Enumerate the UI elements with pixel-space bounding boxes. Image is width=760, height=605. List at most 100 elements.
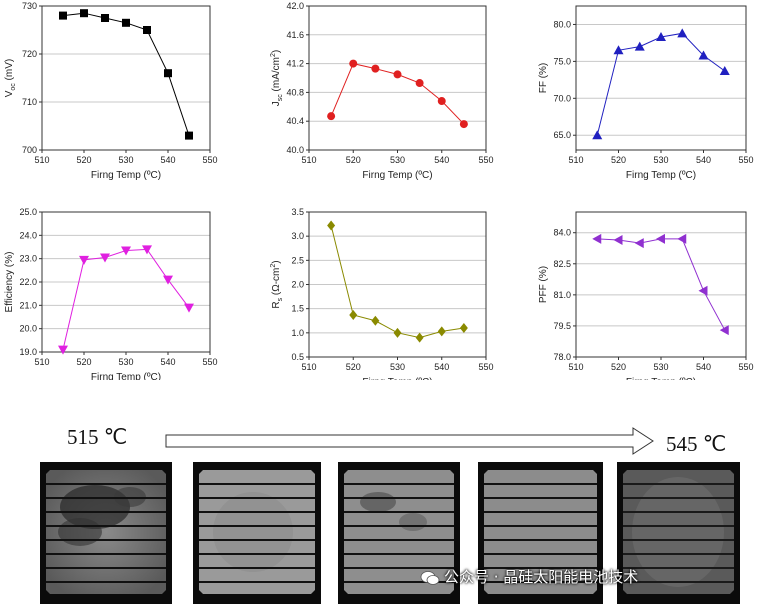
x-axis-label: Firng Temp (ºC) [362,170,432,181]
y-tick-label: 82.5 [553,259,571,269]
y-axis-label: Jsc (mA/cm2) [270,50,284,106]
data-point [698,285,708,296]
x-tick-label: 530 [653,155,668,165]
plot-frame [41,5,211,151]
watermark: 公众号 · 晶硅太阳能电池技术 [420,566,638,587]
y-tick-label: 80.0 [553,19,571,29]
x-tick-label: 550 [738,155,753,165]
y-tick-label: 730 [22,1,37,11]
y-tick-label: 700 [22,145,37,155]
y-tick-label: 41.2 [286,59,304,69]
x-tick-label: 550 [202,155,217,165]
data-point [613,234,623,245]
y-tick-label: 710 [22,97,37,107]
chart-4: 510 520 530 540 550 19.0 20.0 21.0 22.0 23.0 24.0 2… [4,207,218,380]
x-tick-label: 550 [202,357,217,367]
y-tick-label: 40.0 [286,145,304,155]
x-tick-label: 530 [118,357,133,367]
data-point [101,14,109,22]
y-tick-label: 2.5 [291,255,304,265]
direction-arrow [165,427,654,455]
data-point [142,245,152,255]
y-tick-label: 40.4 [286,116,304,126]
y-axis-label: PFF (%) [538,266,549,303]
data-point [371,64,380,73]
y-tick-label: 19.0 [19,347,37,357]
x-tick-label: 520 [611,362,626,372]
y-tick-label: 2.0 [291,280,304,290]
data-point [59,11,67,20]
x-tick-label: 550 [478,155,493,165]
data-point [677,28,688,38]
plot-frame [575,5,747,151]
data-point [459,120,468,129]
data-point [185,131,193,140]
plot-frame [575,211,747,358]
x-tick-label: 520 [76,155,91,165]
y-tick-label: 720 [22,49,37,59]
y-tick-label: 75.0 [553,56,571,66]
data-point [393,327,402,338]
x-tick-label: 540 [434,362,449,372]
data-point [349,59,358,68]
y-tick-label: 65.0 [553,130,571,140]
data-point [677,233,687,244]
x-tick-label: 540 [160,155,175,165]
data-point [143,26,151,34]
x-tick-label: 540 [160,357,175,367]
data-point [719,65,730,75]
data-point [613,45,624,55]
x-axis-label: Firng Temp (ºC) [362,377,432,380]
series-line [596,32,726,136]
data-point [634,41,645,51]
data-point [656,32,666,42]
data-point [79,255,89,265]
y-tick-label: 3.0 [291,231,304,241]
data-point [371,315,380,326]
chart-1: 510 520 530 540 550 700 710 720 730 Firng Temp (º… [4,1,218,181]
data-point [634,238,644,249]
data-point [592,233,602,244]
data-point [121,246,131,256]
chart-5: 510 520 530 540 550 0.5 1.0 1.5 2.0 2.5 3.0 3.5 Firn… [270,207,494,380]
y-tick-label: 79.5 [553,321,571,331]
y-tick-label: 21.0 [19,300,37,310]
x-axis-label: Firng Temp (ºC) [626,170,696,181]
el-image-535 [478,462,603,604]
y-tick-label: 70.0 [553,93,571,103]
x-tick-label: 530 [390,362,405,372]
data-point [719,325,729,336]
x-axis-label: Firng Temp (ºC) [91,372,161,380]
x-tick-label: 520 [76,357,91,367]
x-tick-label: 530 [653,362,668,372]
y-tick-label: 1.0 [291,328,304,338]
y-tick-label: 20.0 [19,324,37,334]
x-tick-label: 510 [34,357,49,367]
y-tick-label: 78.0 [553,352,571,362]
x-axis-label: Firng Temp (ºC) [91,170,161,181]
y-tick-label: 24.0 [19,230,37,240]
x-tick-label: 540 [434,155,449,165]
series-line [330,225,464,339]
data-point [163,275,173,285]
y-tick-label: 23.0 [19,254,37,264]
y-tick-label: 22.0 [19,277,37,287]
chart-3: 510 520 530 540 550 65.0 70.0 75.0 80.0 Firng Tem… [538,5,754,181]
y-tick-label: 84.0 [553,228,571,238]
data-point [393,70,402,79]
data-point [327,220,336,231]
data-point [327,112,336,121]
x-tick-label: 550 [478,362,493,372]
data-point [184,303,194,313]
el-image-520 [193,462,321,604]
y-axis-label: Efficiency (%) [4,252,15,313]
data-point [349,309,358,320]
x-tick-label: 510 [301,155,316,165]
data-point [592,130,603,140]
chat-bubbles-icon [420,570,440,585]
start-temp-label: 515 ℃ [67,425,128,449]
chart-2: 510 520 530 540 550 40.0 40.4 40.8 41.2 41.6 42.0 F… [270,1,494,181]
data-point [100,253,110,263]
data-point [164,69,172,78]
series-line [597,238,726,331]
